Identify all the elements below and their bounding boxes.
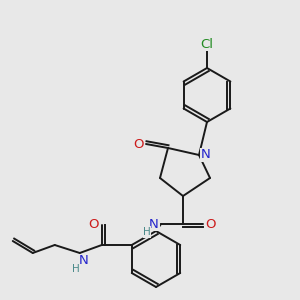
- Text: N: N: [79, 254, 88, 268]
- Text: O: O: [206, 218, 216, 230]
- Text: O: O: [134, 137, 144, 151]
- Text: N: N: [201, 148, 211, 161]
- Text: N: N: [149, 218, 159, 230]
- Text: O: O: [88, 218, 99, 232]
- Text: H: H: [72, 264, 80, 274]
- Text: H: H: [143, 227, 151, 237]
- Text: Cl: Cl: [200, 38, 214, 50]
